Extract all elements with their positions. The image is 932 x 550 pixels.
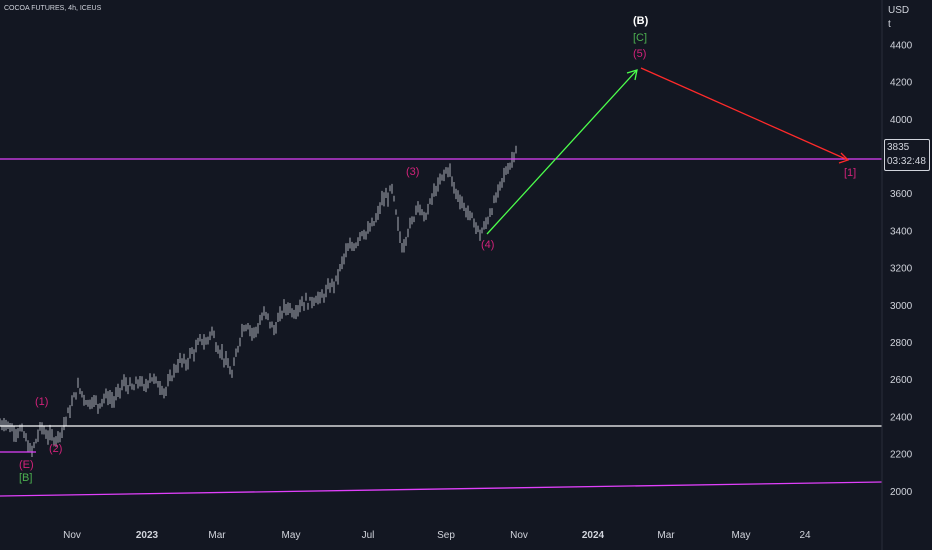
price-tick-label: 3200: [890, 264, 913, 275]
price-tick-label: 4000: [890, 115, 913, 126]
wave-label-b-green: [B]: [19, 472, 33, 484]
time-tick-label: Nov: [63, 530, 81, 541]
bar-countdown: 03:32:48: [887, 156, 926, 167]
last-price: 3835: [887, 142, 910, 153]
time-tick-label: 2023: [136, 530, 159, 541]
currency-unit: t: [888, 19, 891, 30]
last-price-tag: 3835 03:32:48: [884, 139, 930, 171]
time-tick-label: Mar: [208, 530, 226, 541]
wave-label-3: (3): [406, 166, 420, 178]
price-tick-label: 3400: [890, 226, 913, 237]
wave-label-5: (5): [633, 48, 647, 60]
time-tick-label: Nov: [510, 530, 528, 541]
price-tick-label: 3000: [890, 301, 913, 312]
time-tick-label: Sep: [437, 530, 455, 541]
wave-label-bracket-1: [1]: [844, 167, 857, 179]
time-tick-label: 24: [799, 530, 811, 541]
wave-label-1: (1): [35, 396, 49, 408]
price-tick-label: 2600: [890, 375, 913, 386]
price-tick-label: 2000: [890, 487, 913, 498]
projection-arrow-up[interactable]: [486, 69, 638, 235]
price-tick-label: 4200: [890, 78, 913, 89]
currency-code: USD: [888, 5, 910, 16]
projection-arrow-down[interactable]: [640, 67, 849, 161]
price-tick-label: 2800: [890, 338, 913, 349]
time-tick-label: May: [282, 530, 301, 541]
support-trendline[interactable]: [0, 481, 883, 497]
wave-label-b-white: (B): [633, 15, 649, 27]
time-axis[interactable]: Nov 2023 Mar May Jul Sep Nov 2024 Mar May 24: [63, 530, 811, 541]
price-tick-label: 3600: [890, 189, 913, 200]
arrow-head-up: [626, 69, 638, 81]
currency-label[interactable]: USD t: [888, 4, 909, 32]
time-tick-label: Mar: [657, 530, 675, 541]
arrow-head-down: [838, 152, 850, 164]
price-tick-label: 2400: [890, 412, 913, 423]
wave-label-e: (E): [19, 459, 34, 471]
wave-label-c-green: [C]: [633, 32, 648, 44]
price-axis[interactable]: 4400420040003800360034003200300028002600…: [890, 40, 913, 497]
candle-series: [0, 145, 517, 458]
symbol-title: COCOA FUTURES, 4h, ICEUS: [4, 5, 102, 12]
price-tick-label: 2200: [890, 450, 913, 461]
time-tick-label: May: [732, 530, 751, 541]
wave-label-4: (4): [481, 239, 495, 251]
wave-label-2: (2): [49, 443, 63, 455]
time-tick-label: 2024: [582, 530, 605, 541]
time-tick-label: Jul: [362, 530, 375, 541]
price-tick-label: 4400: [890, 40, 913, 51]
